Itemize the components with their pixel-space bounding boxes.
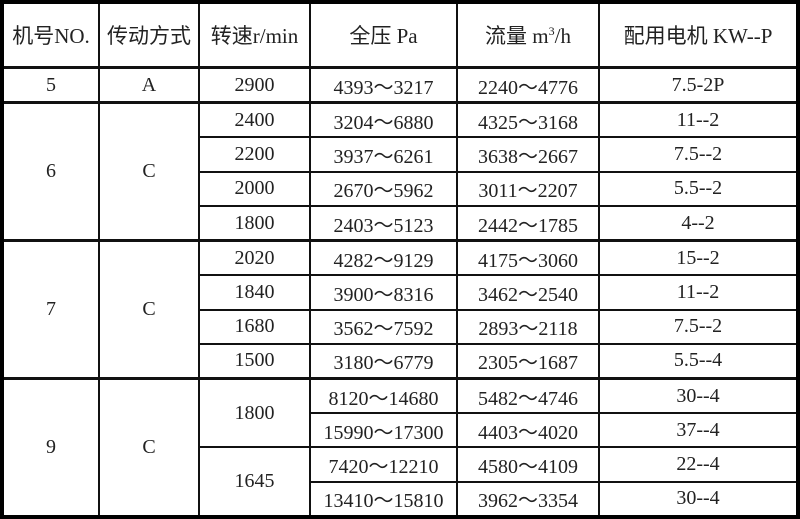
pressure-cell: 13410～15810 bbox=[309, 480, 458, 519]
flow-cell: 2442～1785 bbox=[456, 204, 600, 242]
pressure-cell: 15990～17300 bbox=[309, 412, 458, 449]
speed-cell: 1500 bbox=[198, 342, 311, 380]
pressure-cell: 4282～9129 bbox=[309, 239, 458, 277]
flow-cell: 3962～3354 bbox=[456, 480, 600, 519]
speed-cell: 1840 bbox=[198, 274, 311, 311]
table-row: 13410～15810 3962～3354 30--4 bbox=[2, 480, 799, 519]
header-pressure: 全压 Pa bbox=[309, 1, 458, 69]
speed-cell: 1680 bbox=[198, 308, 311, 345]
table-row: 1645 7420～12210 4580～4109 22--4 bbox=[2, 446, 799, 518]
speed-cell: 1800 bbox=[198, 204, 311, 242]
table-row: 1680 3562～7592 2893～2118 7.5--2 bbox=[2, 308, 799, 345]
speed-cell: 2000 bbox=[198, 170, 311, 207]
speed-cell: 1800 bbox=[198, 376, 311, 449]
flow-cell: 2240～4776 bbox=[456, 66, 600, 104]
speed-cell: 2200 bbox=[198, 136, 311, 173]
speed-cell: 1645 bbox=[198, 446, 311, 518]
drive-type-cell: C bbox=[98, 239, 200, 380]
drive-type-cell: C bbox=[98, 101, 200, 242]
flow-cell: 4175～3060 bbox=[456, 239, 600, 277]
flow-cell: 3638～2667 bbox=[456, 136, 600, 173]
header-speed: 转速r/min bbox=[198, 1, 311, 69]
motor-cell: 30--4 bbox=[598, 376, 799, 415]
table-row: 5 A 2900 4393～3217 2240～4776 7.5-2P bbox=[1, 66, 799, 104]
flow-cell: 2305～1687 bbox=[456, 342, 600, 380]
table-row: 2200 3937～6261 3638～2667 7.5--2 bbox=[2, 136, 799, 173]
drive-type-cell: A bbox=[98, 66, 200, 104]
table-row: 2000 2670～5962 3011～2207 5.5--2 bbox=[2, 170, 799, 207]
flow-cell: 4403～4020 bbox=[456, 412, 600, 449]
motor-cell: 30--4 bbox=[598, 480, 799, 519]
flow-cell: 2893～2118 bbox=[456, 308, 600, 345]
header-motor: 配用电机 KW--P bbox=[598, 1, 799, 69]
header-flow-suffix: /h bbox=[554, 24, 571, 48]
table-row: 1800 2403～5123 2442～1785 4--2 bbox=[2, 204, 799, 242]
motor-cell: 7.5--2 bbox=[598, 136, 799, 173]
pressure-cell: 4393～3217 bbox=[309, 66, 458, 104]
pressure-cell: 3562～7592 bbox=[309, 308, 458, 345]
table-row: 9 C 1800 8120～14680 5482～4746 30--4 bbox=[1, 376, 799, 518]
pressure-cell: 2670～5962 bbox=[309, 170, 458, 207]
flow-cell: 3462～2540 bbox=[456, 274, 600, 311]
motor-cell: 22--4 bbox=[598, 446, 799, 483]
table-row: 15990～17300 4403～4020 37--4 bbox=[2, 412, 799, 449]
pressure-cell: 3937～6261 bbox=[309, 136, 458, 173]
speed-cell: 2020 bbox=[198, 239, 311, 277]
header-no: 机号NO. bbox=[1, 1, 100, 69]
motor-cell: 11--2 bbox=[598, 101, 799, 139]
flow-cell: 3011～2207 bbox=[456, 170, 600, 207]
header-drive: 传动方式 bbox=[98, 1, 200, 69]
pressure-cell: 7420～12210 bbox=[309, 446, 458, 483]
motor-cell: 4--2 bbox=[598, 204, 799, 242]
table-row: 7 C 2020 4282～9129 4175～3060 15--2 bbox=[1, 239, 799, 380]
flow-cell: 5482～4746 bbox=[456, 376, 600, 415]
header-flow-sup: 3 bbox=[548, 24, 555, 38]
pressure-cell: 8120～14680 bbox=[309, 376, 458, 415]
pressure-cell: 2403～5123 bbox=[309, 204, 458, 242]
motor-cell: 15--2 bbox=[598, 239, 799, 277]
header-flow: 流量 m3/h bbox=[456, 1, 600, 69]
table-body: 5 A 2900 4393～3217 2240～4776 7.5-2P 6 C 2400 3204… bbox=[1, 66, 799, 519]
motor-cell: 37--4 bbox=[598, 412, 799, 449]
speed-cell: 2400 bbox=[198, 101, 311, 139]
drive-type-cell: C bbox=[98, 376, 200, 518]
motor-cell: 5.5--4 bbox=[598, 342, 799, 380]
pressure-cell: 3180～6779 bbox=[309, 342, 458, 380]
flow-cell: 4580～4109 bbox=[456, 446, 600, 483]
header-flow-prefix: 流量 m bbox=[485, 24, 549, 48]
table-row: 6 C 2400 3204～6880 4325～3168 11--2 bbox=[1, 101, 799, 242]
speed-cell: 2900 bbox=[198, 66, 311, 104]
model-no-cell: 7 bbox=[1, 239, 100, 380]
flow-cell: 4325～3168 bbox=[456, 101, 600, 139]
motor-cell: 11--2 bbox=[598, 274, 799, 311]
table-row: 1840 3900～8316 3462～2540 11--2 bbox=[2, 274, 799, 311]
header-row: 机号NO. 传动方式 转速r/min 全压 Pa 流量 m3/h 配用电机 KW… bbox=[1, 1, 799, 69]
model-no-cell: 5 bbox=[1, 66, 100, 104]
model-no-cell: 6 bbox=[1, 101, 100, 242]
model-no-cell: 9 bbox=[1, 376, 100, 518]
motor-cell: 5.5--2 bbox=[598, 170, 799, 207]
pressure-cell: 3204～6880 bbox=[309, 101, 458, 139]
motor-cell: 7.5--2 bbox=[598, 308, 799, 345]
pressure-cell: 3900～8316 bbox=[309, 274, 458, 311]
table-row: 1500 3180～6779 2305～1687 5.5--4 bbox=[2, 342, 799, 380]
motor-cell: 7.5-2P bbox=[598, 66, 799, 104]
